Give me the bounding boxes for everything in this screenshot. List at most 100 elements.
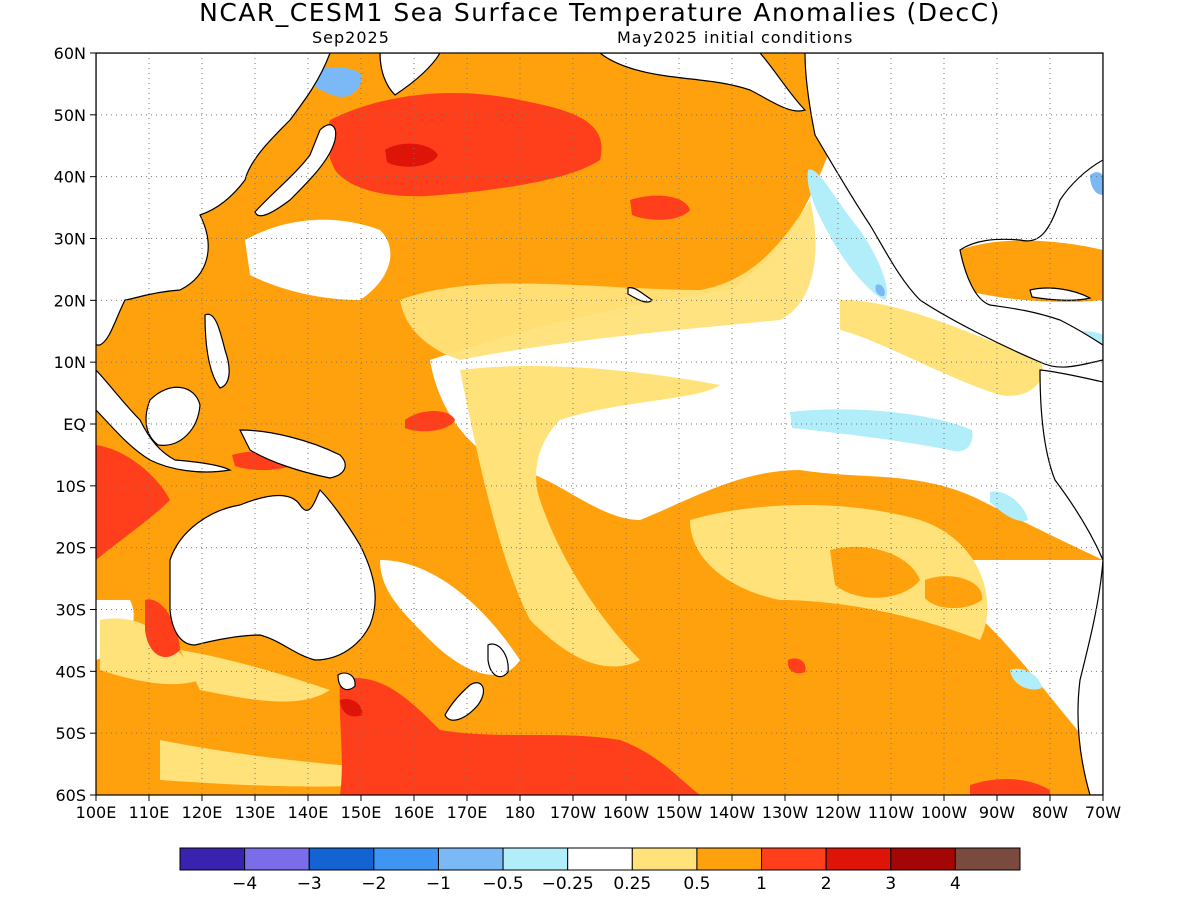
colorbar-label: −0.5 [482,874,523,894]
land-new-guinea [239,429,346,479]
land-australia [169,488,376,661]
anomaly-blue-gulf-stream [1090,172,1103,195]
lon-tick-label: 130W [762,803,809,822]
lon-tick-label: 80W [1032,803,1068,822]
colorbar-label: −1 [426,874,451,894]
land-kamchatka [379,53,441,96]
colorbar-swatch [696,847,763,871]
land-sumatra-java [96,369,232,473]
anomaly-cyan-equatorial-east [790,409,973,452]
lat-tick-label: 20S [55,539,86,558]
lon-tick-label: 100E [76,803,117,822]
colorbar-swatch [244,847,310,871]
lon-tick-label: 140W [709,803,756,822]
lat-tick-label: EQ [63,415,86,434]
land-tasmania [337,672,356,691]
anomaly-yellow-south-indian [180,650,330,702]
lat-tick-label: 50N [54,106,86,125]
initial-conditions-label: May2025 initial conditions [617,28,854,47]
anomaly-yellow-west-australia [100,618,200,685]
lon-tick-label: 160E [394,803,435,822]
lon-tick-label: 140E [288,803,329,822]
anomaly-orange-patch-95w [925,576,983,609]
colorbar-label: −3 [297,874,322,894]
lon-tick-label: 170E [447,803,488,822]
colorbar-label: −0.25 [542,874,594,894]
colorbar-swatch [954,847,1021,871]
colorbar-label: 3 [885,874,896,894]
lat-tick-label: 50S [55,724,86,743]
anomaly-blue-california-spot [875,284,885,297]
colorbar-label: 1 [756,874,767,894]
lat-tick-label: 20N [54,291,86,310]
latitude-labels: 60N 50N 40N 30N 20N 10N EQ 10S 20S 30S 40S 50S 60S [54,44,86,805]
lat-tick-label: 30S [55,601,86,620]
lon-tick-label: 120W [815,803,862,822]
lon-tick-label: 150E [341,803,382,822]
colorbar-swatch [502,847,569,871]
colorbar-swatch [761,847,827,871]
anomaly-white-tasman [380,560,520,675]
lat-tick-label: 10S [55,477,86,496]
colorbar-label: −4 [232,874,257,894]
colorbar-label: 0.5 [683,874,710,894]
valid-month-label: Sep2025 [312,28,390,47]
anomaly-orange-gulf-of-mexico [960,240,1103,302]
anomaly-red-southwest-australia [145,599,180,658]
anomaly-orange-south-pacific [640,614,1103,795]
anomaly-cyan-patch-100w [990,491,1028,522]
anomaly-orange-patch-120w [830,546,920,598]
land-asia [96,53,331,346]
lon-tick-label: 180 [505,803,536,822]
colorbar-label: 2 [821,874,832,894]
land-new-zealand-south [444,682,484,721]
lon-tick-label: 160W [603,803,650,822]
colorbar-swatch [308,847,375,871]
land-borneo [145,386,201,446]
colorbar-swatch [631,847,698,871]
lon-tick-label: 130E [235,803,276,822]
anomaly-field [96,53,1103,795]
anomaly-red-equatorial-west [405,411,455,432]
anomaly-red-indian-ocean-west [96,445,170,560]
longitude-labels: 100E 110E 120E 130E 140E 150E 160E 170E 180 170W 1… [76,803,1122,822]
land-masses [96,53,1103,795]
lat-tick-label: 10N [54,353,86,372]
lon-tick-label: 150W [656,803,703,822]
anomaly-darkred-core-160e [385,143,438,167]
lon-tick-label: 170W [550,803,597,822]
colorbar: −4 −3 −2 −1 −0.5 −0.25 0.25 0.5 1 2 3 4 [179,847,1021,894]
colorbar-swatch [825,847,892,871]
anomaly-darkred-core-tasmania [340,699,363,717]
graticule [96,53,1103,795]
anomaly-red-kuroshio-extension [326,92,602,197]
land-japan [254,124,337,217]
anomaly-red-southeast-corner [970,778,1050,795]
lon-tick-label: 110W [868,803,915,822]
lon-tick-label: 70W [1085,803,1121,822]
anomaly-white-southeast [760,552,1103,760]
land-philippines [204,313,230,389]
colorbar-swatch [890,847,956,871]
colorbar-label: 4 [950,874,961,894]
anomaly-white-nw-pacific [245,219,391,300]
lat-tick-label: 60N [54,44,86,63]
colorbar-swatch [179,847,246,871]
anomaly-yellow-subtropical-north [400,200,816,360]
colorbar-label: 0.25 [613,874,651,894]
anomaly-cyan-patch-southeast [1010,668,1042,690]
colorbar-swatch [437,847,504,871]
anomaly-red-northeast-pacific [630,195,690,220]
lat-tick-label: 60S [55,786,86,805]
axis-ticks [90,52,1104,801]
lat-tick-label: 40S [55,662,86,681]
lat-tick-label: 30N [54,230,86,249]
anomaly-yellow-equatorial-band [460,365,720,667]
lon-tick-label: 120E [182,803,223,822]
lon-tick-label: 110E [129,803,170,822]
colorbar-swatch [373,847,439,871]
map-title: NCAR_CESM1 Sea Surface Temperature Anoma… [199,0,1001,27]
land-alaska [599,53,807,112]
anomaly-red-patch-130w [787,658,806,674]
